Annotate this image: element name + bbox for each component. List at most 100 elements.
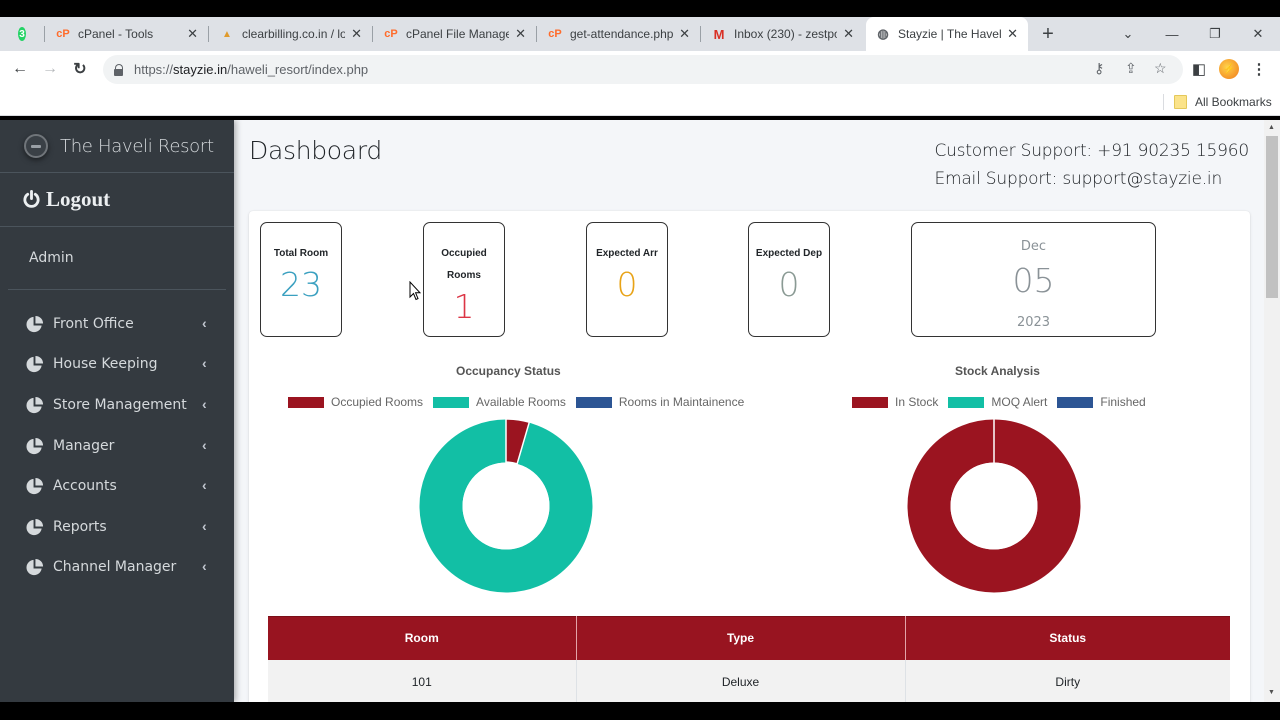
- column-header-type[interactable]: Type: [576, 616, 906, 660]
- reload-button[interactable]: ↻: [73, 61, 87, 78]
- legend-label: Available Rooms: [476, 395, 566, 409]
- legend-item[interactable]: Rooms in Maintainence: [575, 395, 744, 409]
- tab-whatsapp[interactable]: 3: [8, 17, 44, 51]
- back-button[interactable]: ←: [12, 60, 28, 77]
- page-scrollbar[interactable]: ▲ ▼: [1264, 120, 1280, 702]
- stat-total-room[interactable]: Total Room 23: [260, 222, 342, 337]
- tab-cpanel-file-manager[interactable]: cP cPanel File Manager ✕: [374, 17, 536, 51]
- chevron-left-icon: ‹: [202, 518, 207, 534]
- menu-kebab-icon[interactable]: ⋮: [1251, 61, 1267, 78]
- bookmark-star-icon[interactable]: ☆: [1154, 60, 1167, 76]
- sidebar-item-store-management[interactable]: Store Management ‹: [0, 387, 234, 423]
- power-icon: [23, 190, 40, 208]
- cpanel-icon: cP: [384, 28, 398, 40]
- sidebar-item-reports[interactable]: Reports ‹: [0, 509, 234, 545]
- occupancy-legend: Occupied Rooms Available Rooms Rooms in …: [288, 395, 754, 409]
- scroll-down-arrow-icon[interactable]: ▼: [1268, 689, 1275, 696]
- scrollbar-thumb[interactable]: [1266, 136, 1278, 298]
- share-icon[interactable]: ⇪: [1125, 60, 1137, 76]
- column-header-status[interactable]: Status: [905, 616, 1230, 660]
- occupancy-donut-chart[interactable]: [419, 419, 593, 593]
- stat-label: Expected Arr: [596, 248, 658, 259]
- chevron-left-icon: ‹: [202, 437, 207, 453]
- stat-expected-departure[interactable]: Expected Dep 0: [748, 222, 830, 337]
- sidebar-item-manager[interactable]: Manager ‹: [0, 428, 234, 464]
- logout-button[interactable]: Logout: [0, 173, 234, 227]
- new-tab-button[interactable]: +: [1042, 22, 1054, 45]
- tab-cpanel-tools[interactable]: cP cPanel - Tools ✕: [46, 17, 208, 51]
- brand-link[interactable]: The Haveli Resort: [0, 120, 234, 173]
- tab-close-icon[interactable]: ✕: [1007, 26, 1018, 41]
- legend-item[interactable]: Occupied Rooms: [288, 395, 423, 409]
- page: The Haveli Resort Logout Admin Front Off…: [0, 120, 1280, 702]
- address-bar[interactable]: https://stayzie.in/haweli_resort/index.p…: [103, 55, 1183, 84]
- tab-stayzie-active[interactable]: ◍ Stayzie | The Haveli ✕: [866, 17, 1028, 51]
- sidebar-item-front-office[interactable]: Front Office ‹: [0, 306, 234, 342]
- whatsapp-badge-icon: 3: [18, 27, 26, 41]
- logout-label: Logout: [46, 187, 111, 211]
- resort-logo-icon: [24, 134, 48, 158]
- tab-close-icon[interactable]: ✕: [515, 26, 526, 41]
- legend-item[interactable]: Finished: [1057, 395, 1146, 409]
- scroll-up-arrow-icon[interactable]: ▲: [1268, 124, 1275, 131]
- folder-icon[interactable]: [1174, 95, 1187, 109]
- support-info: Customer Support: +91 90235 15960 Email …: [934, 137, 1249, 193]
- legend-item[interactable]: In Stock: [852, 395, 938, 409]
- stat-expected-arrival[interactable]: Expected Arr 0: [586, 222, 668, 337]
- stat-occupied-rooms[interactable]: Occupied Rooms 1: [423, 222, 505, 337]
- tab-close-icon[interactable]: ✕: [843, 26, 854, 41]
- sidebar-item-house-keeping[interactable]: House Keeping ‹: [0, 346, 234, 382]
- sidebar-item-label: Channel Manager: [53, 559, 177, 575]
- date-display: Dec 05 2023: [911, 222, 1156, 337]
- tab-close-icon[interactable]: ✕: [351, 26, 362, 41]
- table-row[interactable]: 101 Deluxe Dirty: [268, 659, 1230, 702]
- legend-item[interactable]: Available Rooms: [433, 395, 566, 409]
- stat-value: 0: [778, 265, 800, 304]
- column-header-room[interactable]: Room: [268, 616, 577, 660]
- profile-avatar-icon[interactable]: ⚡: [1219, 59, 1239, 79]
- pie-chart-icon: [26, 437, 44, 455]
- date-year: 2023: [1016, 315, 1051, 330]
- lock-icon[interactable]: [113, 63, 125, 76]
- legend-swatch: [575, 396, 612, 408]
- tab-search-dropdown-icon[interactable]: ⌄: [1122, 26, 1134, 41]
- stock-legend: In Stock MOQ Alert Finished: [852, 395, 1156, 409]
- bookmarks-separator: [1163, 94, 1164, 110]
- globe-icon: ◍: [877, 26, 889, 41]
- pie-chart-icon: [26, 396, 44, 414]
- room-status-table: Room Type Status 101 Deluxe Dirty: [268, 616, 1230, 702]
- tab-close-icon[interactable]: ✕: [187, 26, 198, 41]
- tab-separator: [372, 26, 373, 42]
- sidebar-item-label: Accounts: [53, 478, 117, 494]
- stat-label: Expected Dep: [755, 248, 823, 259]
- stat-label: Total Room: [273, 248, 329, 259]
- all-bookmarks-link[interactable]: All Bookmarks: [1195, 95, 1272, 109]
- gmail-icon: M: [713, 26, 725, 42]
- donut-hole: [462, 462, 550, 550]
- tab-get-attendance[interactable]: cP get-attendance.php ✕: [538, 17, 700, 51]
- close-window-button[interactable]: ✕: [1252, 26, 1264, 41]
- legend-swatch: [1057, 396, 1094, 408]
- email-support: Email Support: support@stayzie.in: [934, 169, 1223, 189]
- restore-button[interactable]: ❐: [1209, 26, 1221, 41]
- side-panel-icon[interactable]: ◧: [1191, 61, 1207, 78]
- browser-tab-strip: 3 cP cPanel - Tools ✕ ▲ clearbilling.co.…: [0, 17, 1280, 51]
- url-text: https://stayzie.in/haweli_resort/index.p…: [134, 62, 368, 77]
- tab-clearbilling[interactable]: ▲ clearbilling.co.in / lo ✕: [210, 17, 372, 51]
- user-name[interactable]: Admin: [29, 250, 74, 266]
- cell-status: Dirty: [905, 659, 1230, 702]
- password-key-icon[interactable]: ⚷: [1094, 60, 1105, 76]
- sidebar-item-channel-manager[interactable]: Channel Manager ‹: [0, 549, 234, 585]
- main-content: Dashboard Customer Support: +91 90235 15…: [234, 120, 1264, 702]
- sidebar-item-accounts[interactable]: Accounts ‹: [0, 468, 234, 504]
- tab-close-icon[interactable]: ✕: [679, 26, 690, 41]
- sidebar-item-label: Store Management: [53, 397, 187, 413]
- slice-occupied-rooms[interactable]: [505, 419, 531, 465]
- cell-room: 101: [268, 659, 577, 702]
- stock-donut-chart[interactable]: [907, 419, 1081, 593]
- minimize-button[interactable]: —: [1165, 26, 1179, 42]
- legend-item[interactable]: MOQ Alert: [948, 395, 1047, 409]
- legend-swatch: [433, 396, 470, 408]
- forward-button[interactable]: →: [42, 60, 58, 77]
- tab-gmail-inbox[interactable]: M Inbox (230) - zestpo ✕: [702, 17, 864, 51]
